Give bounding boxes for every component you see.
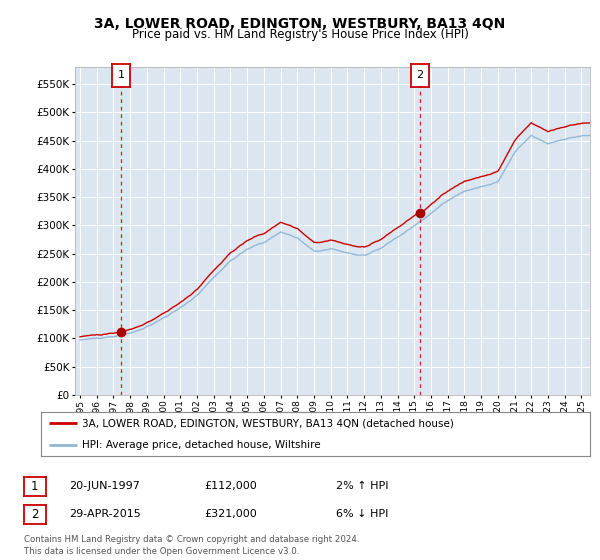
Text: Price paid vs. HM Land Registry's House Price Index (HPI): Price paid vs. HM Land Registry's House … bbox=[131, 28, 469, 41]
Text: 3A, LOWER ROAD, EDINGTON, WESTBURY, BA13 4QN (detached house): 3A, LOWER ROAD, EDINGTON, WESTBURY, BA13… bbox=[82, 418, 454, 428]
Text: 2: 2 bbox=[31, 507, 38, 521]
Text: Contains HM Land Registry data © Crown copyright and database right 2024.
This d: Contains HM Land Registry data © Crown c… bbox=[24, 535, 359, 556]
Text: 3A, LOWER ROAD, EDINGTON, WESTBURY, BA13 4QN: 3A, LOWER ROAD, EDINGTON, WESTBURY, BA13… bbox=[94, 17, 506, 31]
Text: 29-APR-2015: 29-APR-2015 bbox=[69, 509, 141, 519]
Text: £321,000: £321,000 bbox=[204, 509, 257, 519]
Text: 20-JUN-1997: 20-JUN-1997 bbox=[69, 481, 140, 491]
Text: 2% ↑ HPI: 2% ↑ HPI bbox=[336, 481, 389, 491]
Text: 2: 2 bbox=[416, 71, 423, 81]
Text: 6% ↓ HPI: 6% ↓ HPI bbox=[336, 509, 388, 519]
Text: £112,000: £112,000 bbox=[204, 481, 257, 491]
Text: 1: 1 bbox=[31, 479, 38, 493]
Text: HPI: Average price, detached house, Wiltshire: HPI: Average price, detached house, Wilt… bbox=[82, 440, 320, 450]
Text: 1: 1 bbox=[118, 71, 125, 81]
